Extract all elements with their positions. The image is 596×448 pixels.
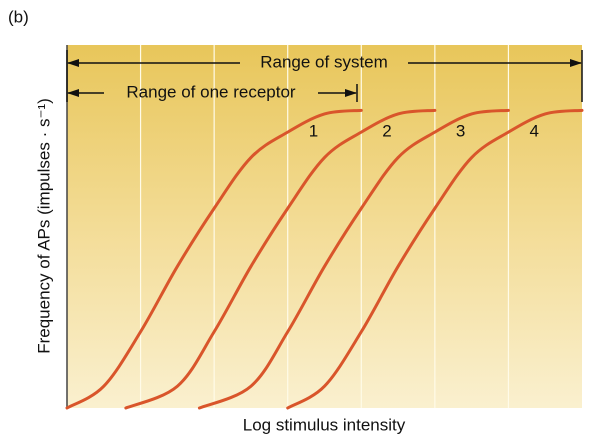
- chart-title: (b): [8, 7, 29, 26]
- annotation: Range of one receptor: [126, 82, 296, 101]
- plot-area: [67, 45, 582, 408]
- curve-label: 1: [309, 121, 318, 140]
- curve: [197, 108, 510, 410]
- curve: [124, 108, 437, 410]
- annotation: Range of system: [260, 52, 388, 71]
- curve-label: 4: [529, 121, 538, 140]
- curve-label: 3: [456, 121, 465, 140]
- curve: [65, 108, 363, 410]
- x-axis-label: Log stimulus intensity: [243, 415, 406, 434]
- curve: [286, 108, 584, 410]
- curve-label: 2: [382, 121, 391, 140]
- y-axis-label: Frequency of APs (impulses · s⁻¹): [34, 98, 53, 354]
